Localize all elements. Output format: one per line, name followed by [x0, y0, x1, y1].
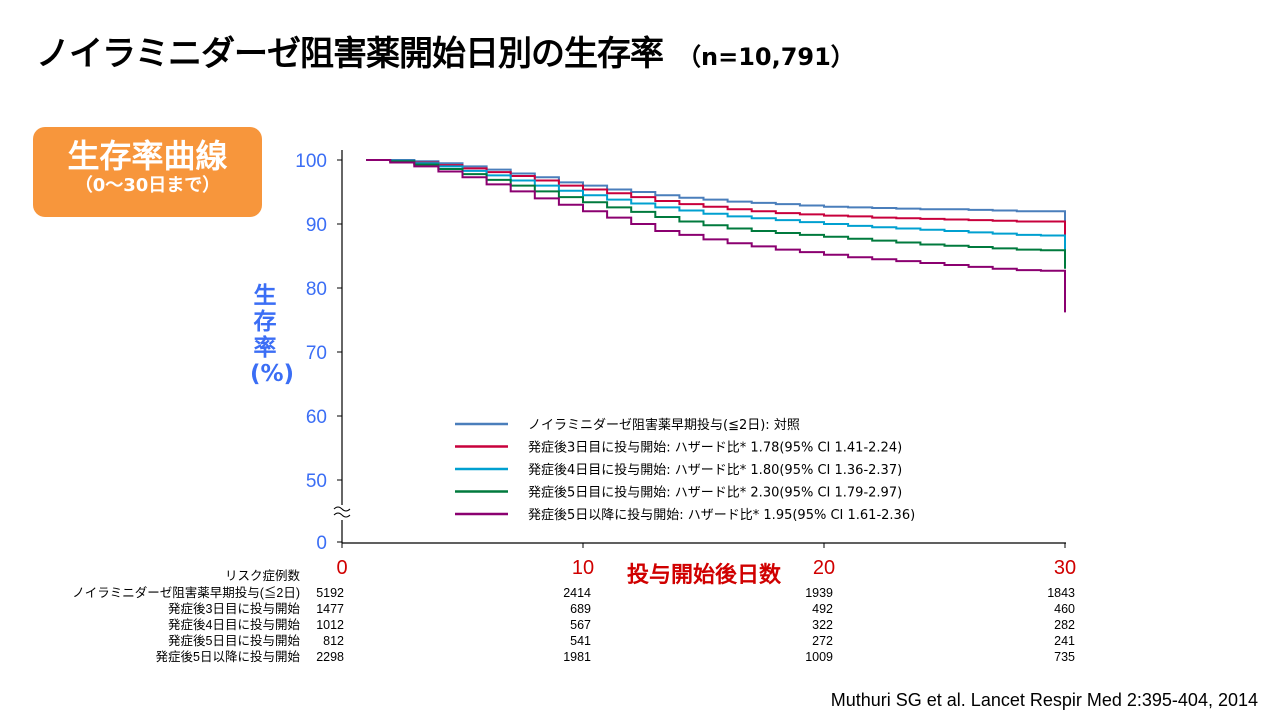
risk-value: 241	[1054, 634, 1075, 648]
risk-value: 1981	[563, 650, 591, 664]
y-tick-label: 50	[306, 471, 327, 492]
reference-citation: Muthuri SG et al. Lancet Respir Med 2:39…	[830, 690, 1258, 710]
legend-label: 発症後5日目に投与開始: ハザード比* 2.30(95% CI 1.79-2.9…	[528, 485, 902, 501]
risk-value: 735	[1054, 650, 1075, 664]
y-tick-label: 100	[295, 151, 327, 172]
y-tick-label: 80	[306, 279, 327, 300]
y-tick-label: 90	[306, 215, 327, 236]
badge-subtitle: （0～30日まで）	[74, 175, 221, 196]
risk-value: 322	[812, 618, 833, 632]
risk-value: 460	[1054, 602, 1075, 616]
risk-value: 492	[812, 602, 833, 616]
title-text: ノイラミニダーゼ阻害薬開始日別の生存率	[36, 34, 664, 74]
risk-value: 1477	[316, 602, 344, 616]
risk-value: 2298	[316, 650, 344, 664]
risk-value: 689	[570, 602, 591, 616]
x-axis-label: 投与開始後日数	[627, 562, 782, 588]
risk-row-label: 発症後3日目に投与開始	[168, 601, 300, 616]
legend-label: 発症後5日以降に投与開始: ハザード比* 1.95(95% CI 1.61-2.…	[528, 507, 915, 523]
risk-value: 5192	[316, 586, 344, 600]
risk-row-label: 発症後4日目に投与開始	[168, 617, 300, 632]
sample-size: （n=10,791）	[677, 43, 855, 71]
risk-value: 1012	[316, 618, 344, 632]
risk-value: 541	[570, 634, 591, 648]
badge-title: 生存率曲線	[67, 137, 228, 175]
risk-value: 1843	[1047, 586, 1075, 600]
x-tick-label: 0	[336, 557, 347, 579]
risk-value: 2414	[563, 586, 591, 600]
survival-curve-1	[366, 159, 1066, 222]
risk-value: 812	[323, 634, 344, 648]
x-tick-label: 10	[572, 557, 594, 579]
x-tick-label: 20	[813, 557, 835, 579]
risk-value: 1939	[805, 586, 833, 600]
risk-row-label: 発症後5日目に投与開始	[168, 633, 300, 648]
page-title: ノイラミニダーゼ阻害薬開始日別の生存率 （n=10,791）	[36, 26, 855, 75]
risk-value: 272	[812, 634, 833, 648]
legend-label: ノイラミニダーゼ阻害薬早期投与(≦2日): 対照	[528, 417, 800, 433]
survival-curve-badge: 生存率曲線 （0～30日まで）	[33, 127, 262, 217]
survival-curve-5	[366, 159, 1066, 313]
legend-label: 発症後3日目に投与開始: ハザード比* 1.78(95% CI 1.41-2.2…	[528, 440, 902, 456]
risk-row-label: ノイラミニダーゼ阻害薬早期投与(≦2日)	[72, 585, 300, 600]
legend-label: 発症後4日目に投与開始: ハザード比* 1.80(95% CI 1.36-2.3…	[528, 462, 902, 478]
y-tick-label: 60	[306, 407, 327, 428]
axis-break-icon	[333, 506, 351, 518]
risk-value: 282	[1054, 618, 1075, 632]
risk-table-header: リスク症例数	[225, 568, 301, 583]
risk-row-label: 発症後5日以降に投与開始	[156, 649, 301, 664]
risk-value: 1009	[805, 650, 833, 664]
y-tick-label: 70	[306, 343, 327, 364]
y-tick-label: 0	[316, 533, 327, 554]
x-tick-label: 30	[1054, 557, 1076, 579]
risk-value: 567	[570, 618, 591, 632]
